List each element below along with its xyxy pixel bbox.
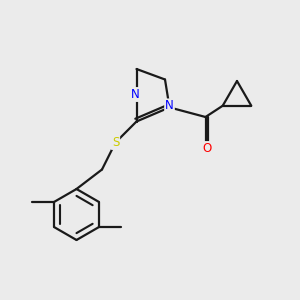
Text: S: S <box>112 136 119 149</box>
Text: N: N <box>130 88 140 101</box>
Text: O: O <box>202 142 211 155</box>
Text: N: N <box>165 99 174 112</box>
